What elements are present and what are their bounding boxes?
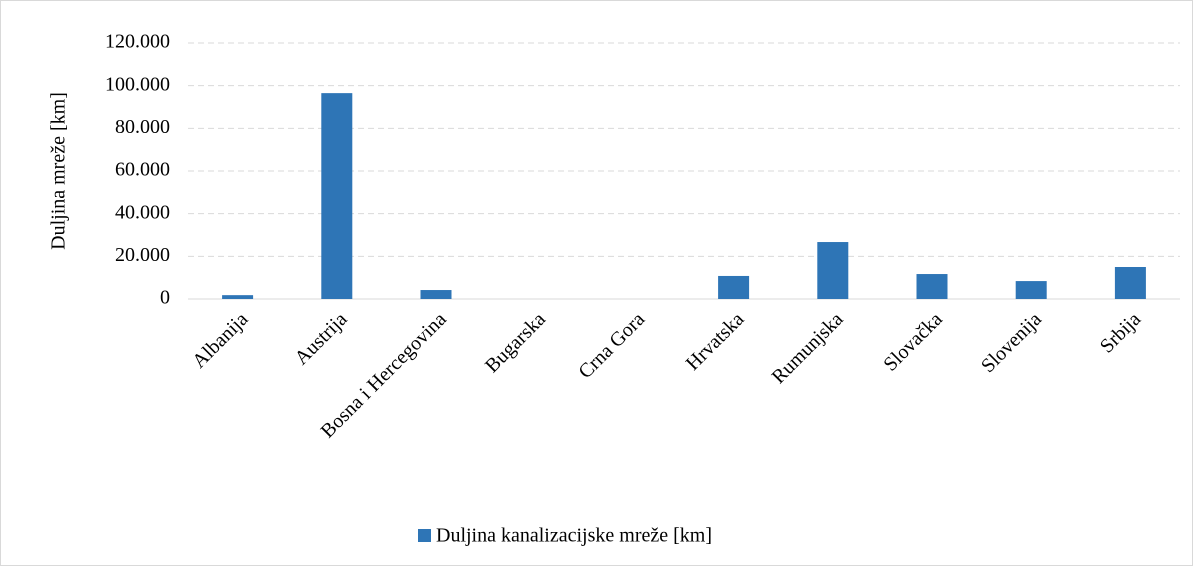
y-tick-label: 80.000 [115, 116, 170, 138]
bar [321, 93, 353, 299]
bar [1015, 281, 1047, 299]
legend-label: Duljina kanalizacijske mreže [km] [436, 525, 712, 547]
y-axis-label: Duljina mreže [km] [48, 92, 70, 250]
bar [1114, 267, 1146, 299]
bar [222, 295, 254, 299]
bar [916, 274, 948, 299]
bar [817, 242, 849, 299]
y-tick-label: 120.000 [105, 31, 170, 53]
legend-swatch [418, 529, 431, 542]
y-tick-label: 60.000 [115, 159, 170, 181]
bar [420, 290, 452, 299]
y-tick-label: 20.000 [115, 244, 170, 266]
y-tick-label: 0 [160, 287, 170, 309]
y-tick-label: 100.000 [105, 73, 170, 95]
bar [718, 275, 750, 299]
y-tick-label: 40.000 [115, 201, 170, 223]
